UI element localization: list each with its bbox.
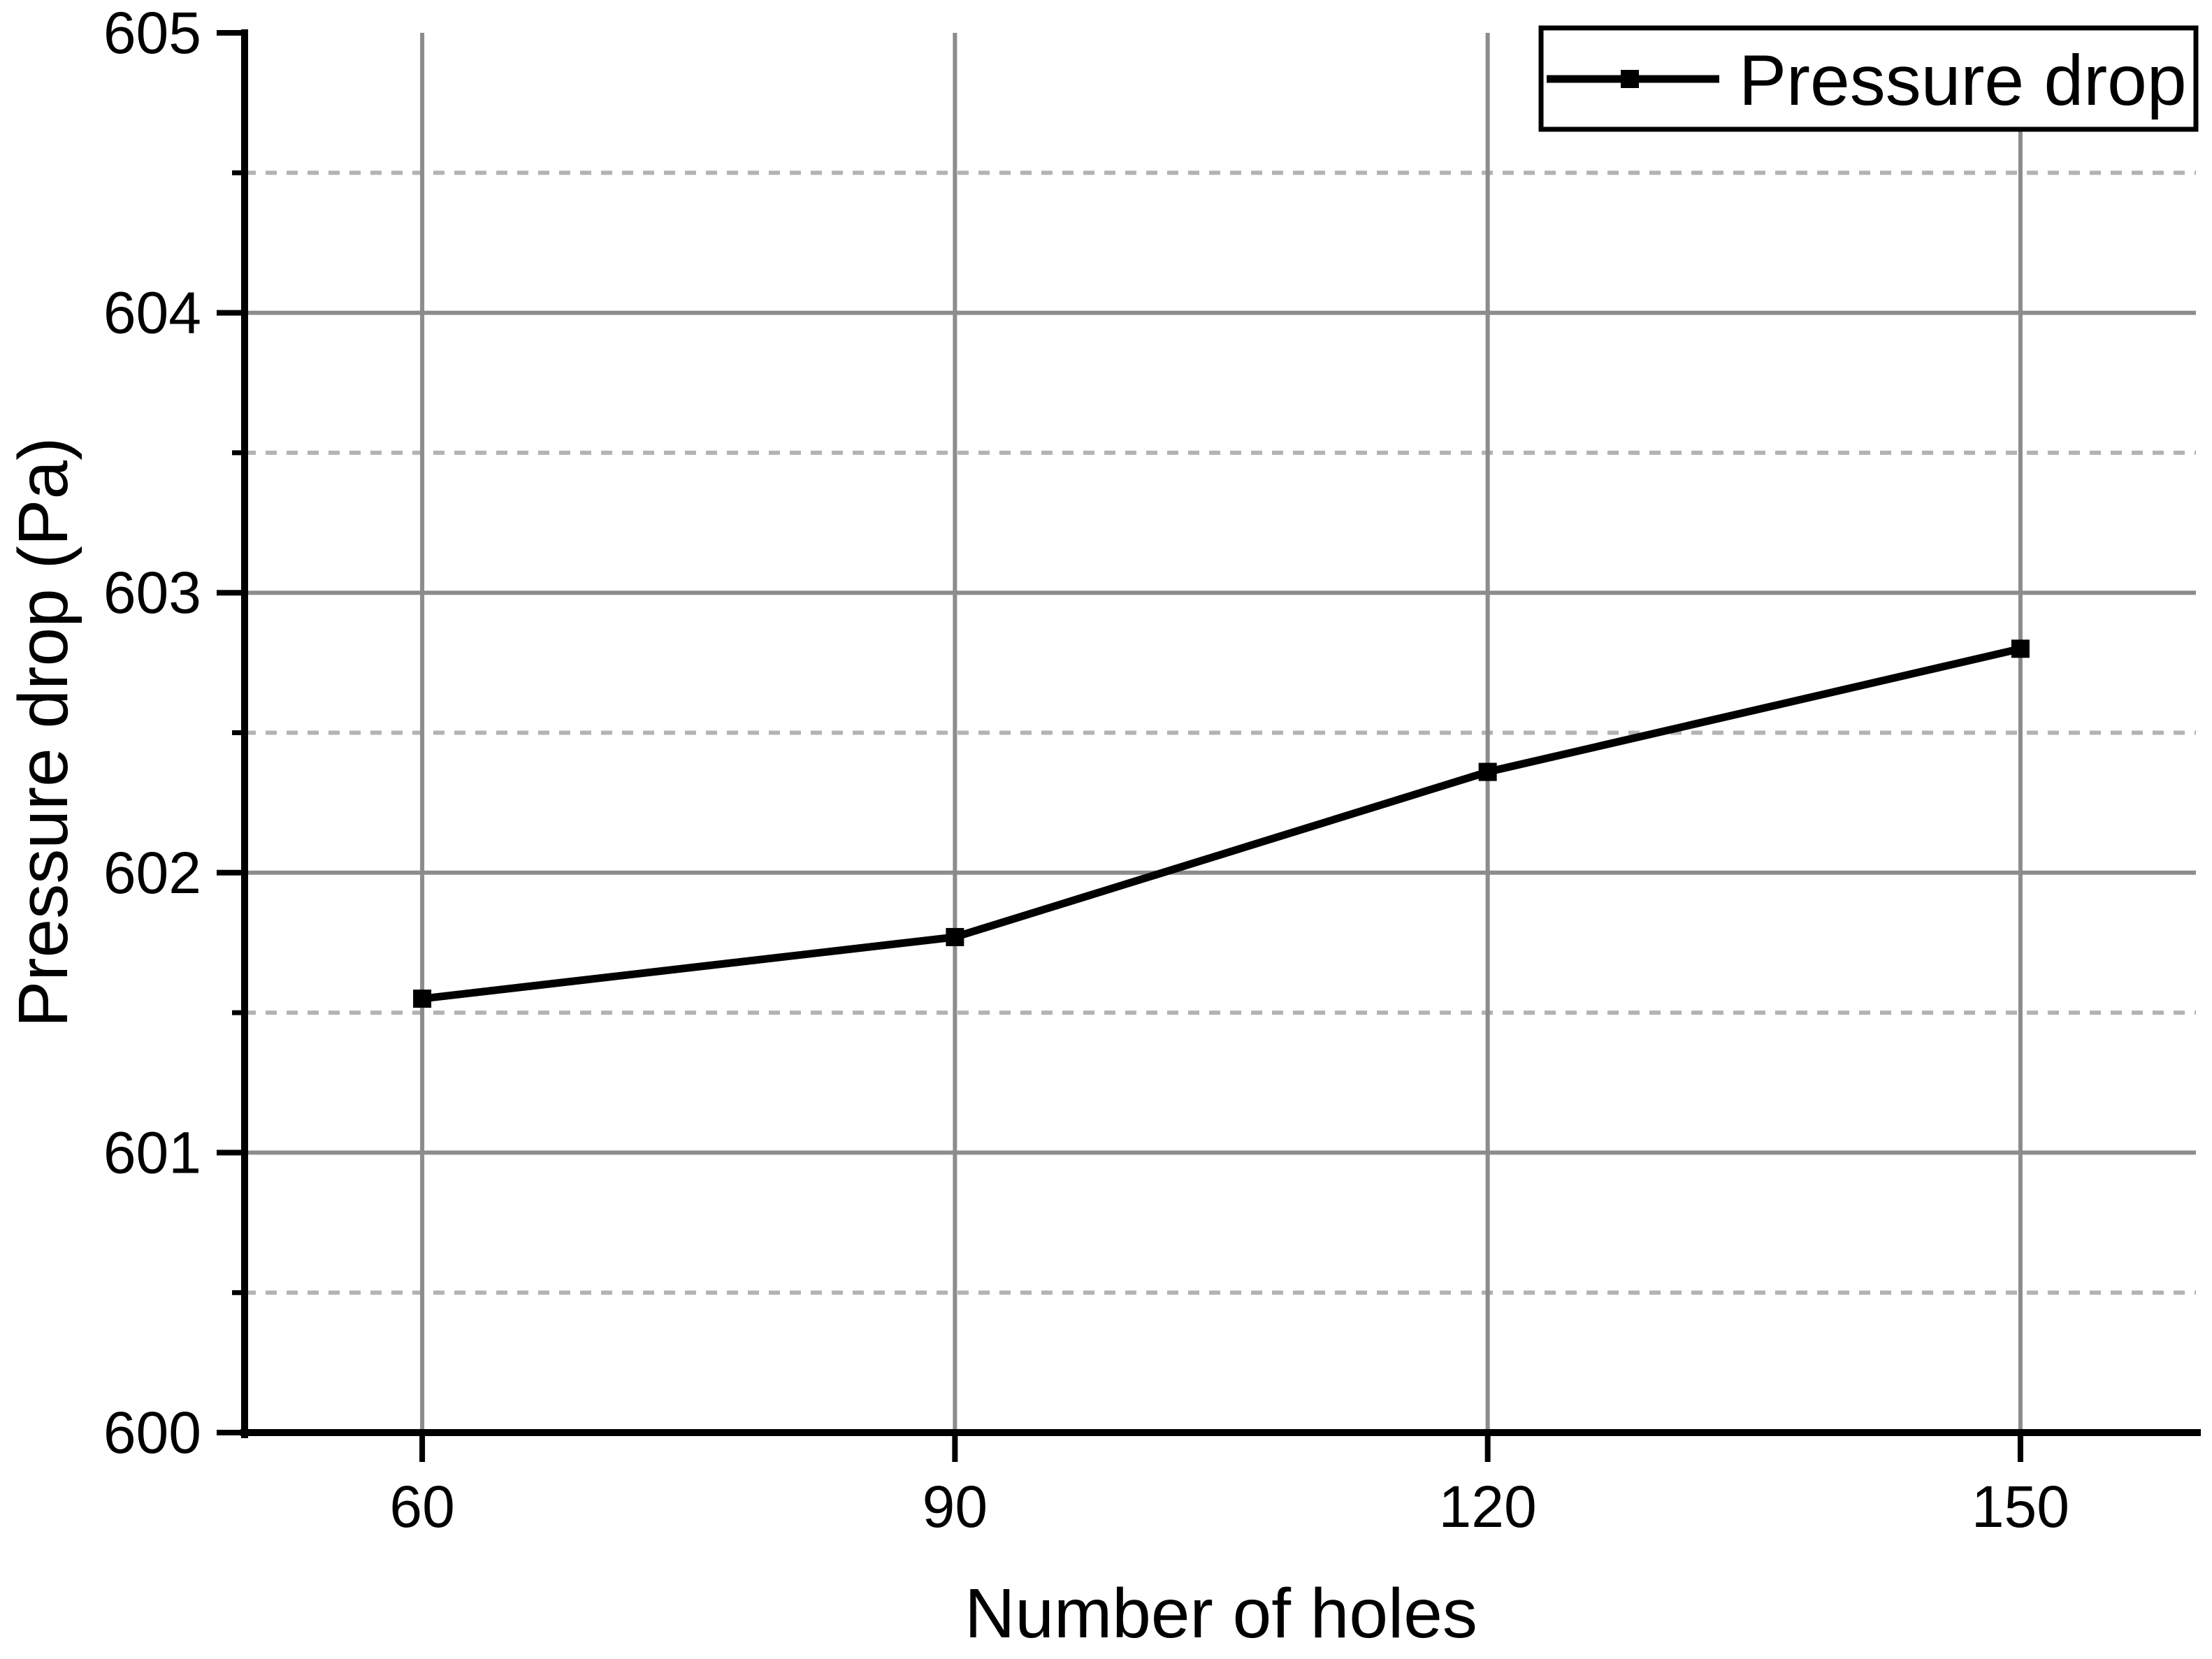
major-gridlines bbox=[245, 33, 2196, 1433]
y-tick-label: 600 bbox=[103, 1400, 201, 1465]
y-tick-label: 602 bbox=[103, 840, 201, 906]
y-tick-label: 601 bbox=[103, 1120, 201, 1185]
y-tick-label: 603 bbox=[103, 560, 201, 625]
legend-label: Pressure drop bbox=[1739, 41, 2187, 120]
data-point-marker bbox=[2011, 639, 2030, 658]
data-point-marker bbox=[413, 990, 432, 1008]
x-tick-label: 60 bbox=[389, 1474, 454, 1540]
tick-labels: 600 601 602 603 604 605 60 90 120 150 bbox=[103, 0, 2069, 1540]
y-tick-label: 605 bbox=[103, 0, 201, 66]
minor-gridlines bbox=[245, 171, 2196, 1295]
y-tick-label: 604 bbox=[103, 280, 201, 346]
x-tick-label: 120 bbox=[1439, 1474, 1537, 1540]
legend-sample-marker bbox=[1621, 70, 1639, 88]
legend: Pressure drop bbox=[1538, 25, 2199, 132]
data-line bbox=[421, 644, 2022, 1003]
data-series bbox=[413, 639, 2030, 1008]
y-axis-title: Pressure drop (Pa) bbox=[4, 437, 82, 1028]
data-point-marker bbox=[946, 927, 964, 946]
data-point-marker bbox=[1478, 762, 1497, 781]
x-axis-title: Number of holes bbox=[964, 1574, 1477, 1653]
ticks bbox=[217, 30, 2023, 1462]
x-tick-label: 90 bbox=[923, 1474, 988, 1540]
x-tick-label: 150 bbox=[1972, 1474, 2069, 1540]
